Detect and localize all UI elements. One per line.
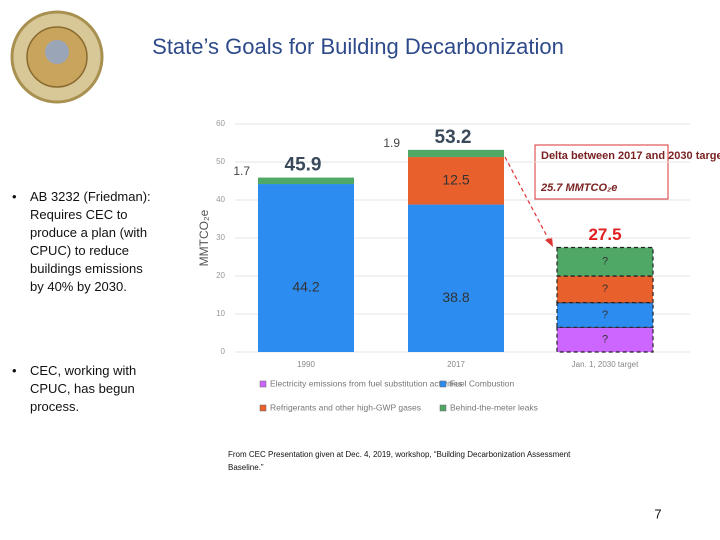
y-tick-label: 50 bbox=[216, 157, 225, 166]
legend-swatch bbox=[259, 404, 267, 412]
bar-segment bbox=[556, 246, 654, 277]
value-label: 1.7 bbox=[233, 164, 250, 178]
bullet-text: CEC, working with CPUC, has begun proces… bbox=[30, 363, 137, 414]
value-label: 38.8 bbox=[442, 289, 469, 305]
bar-segment bbox=[556, 326, 654, 353]
legend-label: Behind-the-meter leaks bbox=[450, 402, 538, 412]
seal-figure bbox=[45, 40, 69, 64]
bullet: • CEC, working with CPUC, has begun proce… bbox=[12, 362, 152, 416]
legend-swatch bbox=[259, 380, 267, 388]
value-label: ? bbox=[602, 283, 608, 295]
arrow-head bbox=[545, 237, 553, 247]
value-label: ? bbox=[602, 309, 608, 321]
x-tick-label: 2017 bbox=[447, 360, 465, 369]
bar-segment bbox=[258, 177, 354, 185]
annotation-box bbox=[534, 144, 669, 200]
bar-segment bbox=[408, 204, 504, 352]
x-tick-label: 1990 bbox=[297, 360, 315, 369]
legend-swatch bbox=[439, 380, 447, 388]
bar-segment bbox=[556, 275, 654, 304]
value-label: ? bbox=[602, 256, 608, 268]
annotation-arrow bbox=[504, 156, 551, 243]
y-tick-label: 20 bbox=[216, 271, 225, 280]
bar-segment bbox=[408, 157, 504, 205]
x-tick-label: Jan. 1, 2030 target bbox=[572, 360, 639, 369]
total-label: 45.9 bbox=[285, 155, 322, 176]
source-note: From CEC Presentation given at Dec. 4, 2… bbox=[228, 450, 571, 472]
bullet: • AB 3232 (Friedman): Requires CEC to pro… bbox=[12, 189, 151, 294]
y-tick-label: 60 bbox=[216, 119, 225, 128]
value-label: 12.5 bbox=[442, 172, 469, 188]
total-label: 27.5 bbox=[588, 225, 621, 244]
y-tick-label: 10 bbox=[216, 309, 225, 318]
bar-segment bbox=[258, 184, 354, 352]
y-tick-label: 0 bbox=[221, 347, 226, 356]
bar-segment bbox=[556, 302, 654, 328]
y-tick-label: 30 bbox=[216, 233, 225, 242]
value-label: 1.9 bbox=[383, 136, 400, 150]
legend-label: Electricity emissions from fuel substitu… bbox=[270, 378, 462, 388]
annotation-value: 25.7 MMTCO₂e bbox=[540, 182, 617, 194]
value-label: 44.2 bbox=[292, 279, 319, 295]
y-tick-label: 40 bbox=[216, 195, 225, 204]
annotation-text: Delta between 2017 and 2030 target is: bbox=[541, 150, 720, 162]
bullet-text: AB 3232 (Friedman): Requires CEC to prod… bbox=[30, 189, 151, 294]
legend-swatch bbox=[439, 404, 447, 412]
seal bbox=[10, 10, 104, 104]
bar-segment bbox=[408, 149, 504, 158]
value-label: ? bbox=[602, 334, 608, 346]
slide-title: State’s Goals for Building Decarbonizati… bbox=[152, 34, 564, 59]
total-label: 53.2 bbox=[435, 127, 472, 148]
legend-label: Refrigerants and other high-GWP gases bbox=[270, 402, 421, 412]
legend-label: Fuel Combustion bbox=[450, 378, 515, 388]
page-number: 7 bbox=[654, 506, 661, 521]
y-axis-label: MMTCO₂e bbox=[197, 209, 211, 266]
